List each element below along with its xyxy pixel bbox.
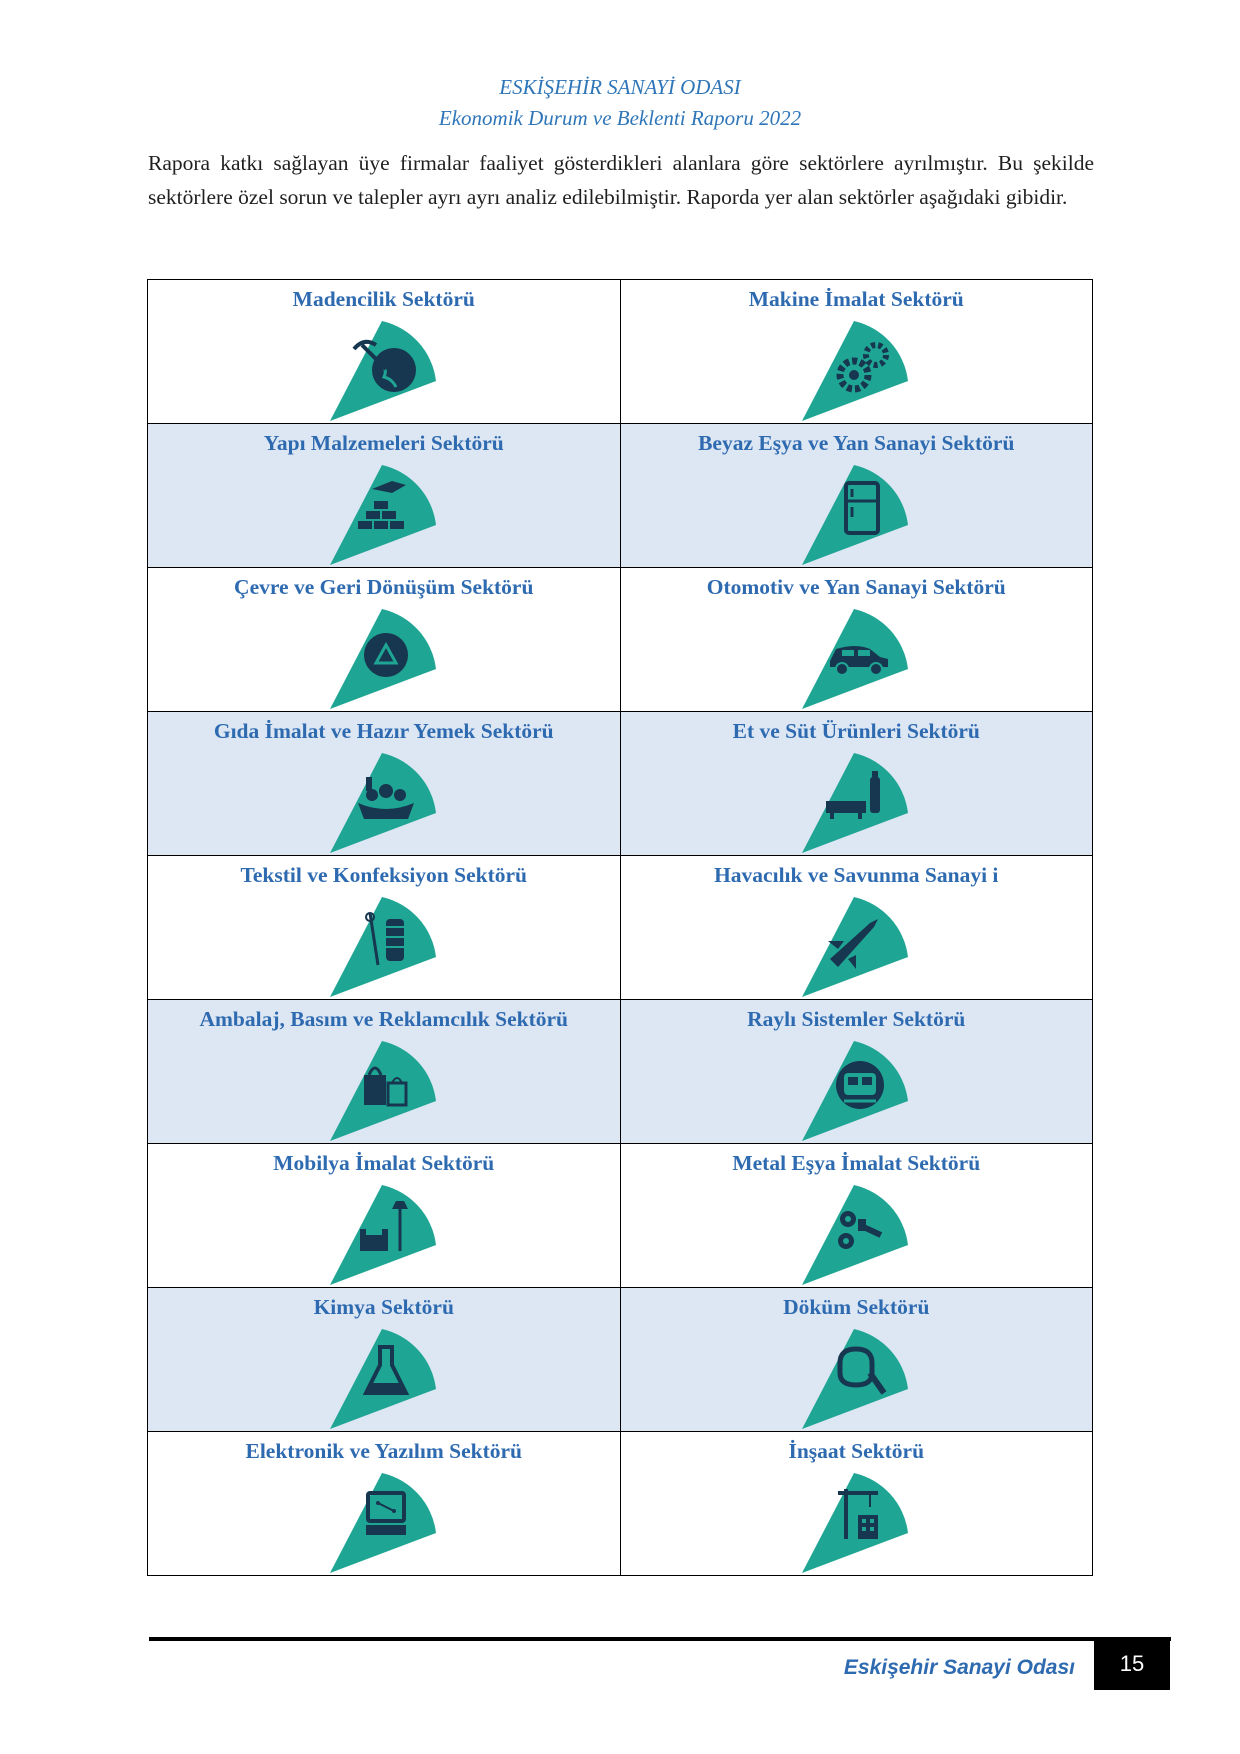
header-org-name: ESKİŞEHİR SANAYİ ODASI [499, 75, 741, 99]
page-number: 15 [1094, 1637, 1170, 1690]
sector-row: Çevre ve Geri Dönüşüm Sektörü Otomotiv ve… [147, 567, 1093, 712]
sector-row: Gıda İmalat ve Hazır Yemek Sektörü Et ve … [147, 711, 1093, 856]
sector-title: Et ve Süt Ürünleri Sektörü [732, 719, 980, 743]
nuts-bolts-icon [796, 1179, 916, 1287]
sector-title: Ambalaj, Basım ve Reklamcılık Sektörü [199, 1007, 568, 1031]
sector-title: Tekstil ve Konfeksiyon Sektörü [240, 863, 527, 887]
flask-icon [324, 1323, 444, 1431]
sector-title: Döküm Sektörü [783, 1295, 930, 1319]
header-report-title: Ekonomik Durum ve Beklenti Raporu 2022 [438, 106, 802, 130]
train-icon [796, 1035, 916, 1143]
sector-cell-yapi-malzemeleri-sektoru: Yapı Malzemeleri Sektörü [147, 423, 621, 568]
sector-cell-ambalaj-basim-ve-reklamcilik-sektoru: Ambalaj, Basım ve Reklamcılık Sektörü [147, 999, 621, 1144]
sector-row: Madencilik Sektörü Makine İmalat Sektörü [147, 279, 1093, 424]
gears-icon [796, 315, 916, 423]
sector-table: Madencilik Sektörü Makine İmalat Sektörü Y… [147, 279, 1093, 1576]
sector-title: Çevre ve Geri Dönüşüm Sektörü [234, 575, 534, 599]
sector-cell-makine-imalat-sektoru: Makine İmalat Sektörü [619, 279, 1093, 424]
sector-row: Mobilya İmalat Sektörü Metal Eşya İmalat … [147, 1143, 1093, 1288]
car-icon [796, 603, 916, 711]
sector-cell-elektronik-ve-yazilim-sektoru: Elektronik ve Yazılım Sektörü [147, 1431, 621, 1576]
pickaxe-globe-icon [324, 315, 444, 423]
computer-circuit-icon [324, 1467, 444, 1575]
recycle-icon [324, 603, 444, 711]
sector-cell-et-ve-sut-urunleri-sektoru: Et ve Süt Ürünleri Sektörü [619, 711, 1093, 856]
armchair-lamp-icon [324, 1179, 444, 1287]
sector-cell-havacilik-ve-savunma-sanayi-i: Havacılık ve Savunma Sanayi i [619, 855, 1093, 1000]
sector-row: Kimya Sektörü Döküm Sektörü [147, 1287, 1093, 1432]
footer-org-name: Eskişehir Sanayi Odası [843, 1656, 1075, 1679]
shopping-bags-icon [324, 1035, 444, 1143]
sector-cell-insaat-sektoru: İnşaat Sektörü [619, 1431, 1093, 1576]
ladle-icon [796, 1323, 916, 1431]
sector-cell-cevre-ve-geri-donusum-sektoru: Çevre ve Geri Dönüşüm Sektörü [147, 567, 621, 712]
sector-title: Makine İmalat Sektörü [748, 287, 964, 311]
sector-title: Madencilik Sektörü [292, 287, 475, 311]
sector-title: Elektronik ve Yazılım Sektörü [245, 1439, 523, 1463]
sector-cell-madencilik-sektoru: Madencilik Sektörü [147, 279, 621, 424]
bricks-trowel-icon [324, 459, 444, 567]
report-header: ESKİŞEHİR SANAYİ ODASI Ekonomik Durum ve… [0, 72, 1240, 134]
sector-row: Tekstil ve Konfeksiyon Sektörü Havacılık … [147, 855, 1093, 1000]
sector-cell-gida-imalat-ve-hazir-yemek-sektoru: Gıda İmalat ve Hazır Yemek Sektörü [147, 711, 621, 856]
thread-needle-icon [324, 891, 444, 999]
sector-title: Havacılık ve Savunma Sanayi i [714, 863, 999, 887]
sector-title: Yapı Malzemeleri Sektörü [263, 431, 504, 455]
sector-title: Otomotiv ve Yan Sanayi Sektörü [706, 575, 1006, 599]
fighter-jet-icon [796, 891, 916, 999]
footer-rule [149, 1637, 1171, 1641]
sector-cell-dokum-sektoru: Döküm Sektörü [619, 1287, 1093, 1432]
sector-title: Mobilya İmalat Sektörü [273, 1151, 495, 1175]
sector-title: İnşaat Sektörü [788, 1439, 925, 1463]
sector-cell-rayli-sistemler-sektoru: Raylı Sistemler Sektörü [619, 999, 1093, 1144]
sector-row: Elektronik ve Yazılım Sektörü İnşaat Sekt… [147, 1431, 1093, 1576]
sector-cell-beyaz-esya-ve-yan-sanayi-sektoru: Beyaz Eşya ve Yan Sanayi Sektörü [619, 423, 1093, 568]
sector-cell-kimya-sektoru: Kimya Sektörü [147, 1287, 621, 1432]
sector-title: Raylı Sistemler Sektörü [747, 1007, 966, 1031]
sector-cell-tekstil-ve-konfeksiyon-sektoru: Tekstil ve Konfeksiyon Sektörü [147, 855, 621, 1000]
sector-title: Beyaz Eşya ve Yan Sanayi Sektörü [698, 431, 1015, 455]
intro-paragraph: Rapora katkı sağlayan üye firmalar faali… [148, 151, 1094, 209]
sector-cell-otomotiv-ve-yan-sanayi-sektoru: Otomotiv ve Yan Sanayi Sektörü [619, 567, 1093, 712]
sector-row: Ambalaj, Basım ve Reklamcılık Sektörü Ray… [147, 999, 1093, 1144]
sector-row: Yapı Malzemeleri Sektörü Beyaz Eşya ve Ya… [147, 423, 1093, 568]
sector-title: Gıda İmalat ve Hazır Yemek Sektörü [213, 719, 554, 743]
sector-title: Metal Eşya İmalat Sektörü [732, 1151, 981, 1175]
refrigerator-icon [796, 459, 916, 567]
sector-cell-metal-esya-imalat-sektoru: Metal Eşya İmalat Sektörü [619, 1143, 1093, 1288]
crane-building-icon [796, 1467, 916, 1575]
sector-title: Kimya Sektörü [313, 1295, 454, 1319]
cow-milk-icon [796, 747, 916, 855]
sector-cell-mobilya-imalat-sektoru: Mobilya İmalat Sektörü [147, 1143, 621, 1288]
food-basket-icon [324, 747, 444, 855]
